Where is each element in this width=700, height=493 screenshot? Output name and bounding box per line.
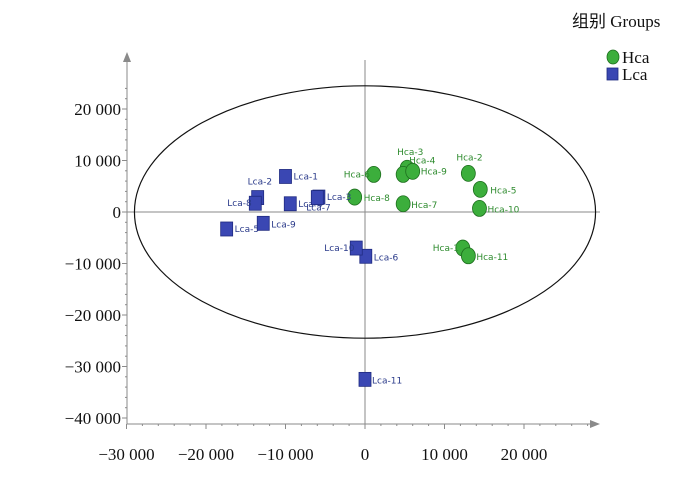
legend-label-hca: Hca <box>622 48 650 67</box>
y-tick-label: −40 000 <box>65 409 121 428</box>
point-hca-6 <box>366 166 382 183</box>
point-label-hca-6: Hca-6 <box>344 170 370 180</box>
x-tick-label: 10 000 <box>421 445 468 464</box>
point-label-lca-4: Lca-4 <box>298 200 323 210</box>
point-label-hca-7: Hca-7 <box>411 201 437 211</box>
point-label-lca-5: Lca-5 <box>235 225 259 235</box>
legend-label-lca: Lca <box>622 65 648 84</box>
x-tick-label: −30 000 <box>98 445 154 464</box>
point-lca-11 <box>358 371 372 387</box>
legend-marker-hca <box>606 49 620 65</box>
confidence-ellipse <box>133 85 597 339</box>
point-label-hca-10: Hca-10 <box>487 205 519 215</box>
point-lca-4 <box>283 196 297 212</box>
x-axis-arrow <box>590 420 600 428</box>
x-tick-label: 20 000 <box>501 445 548 464</box>
point-lca-10 <box>349 240 363 256</box>
point-hca-7 <box>395 195 411 213</box>
y-tick-label: 20 000 <box>74 100 121 119</box>
point-lca-6 <box>359 248 373 264</box>
y-tick-label: 10 000 <box>74 152 121 171</box>
legend-title: 组别 Groups <box>572 12 660 31</box>
x-tick-label: −10 000 <box>257 445 313 464</box>
axes: 20 000 10 000 0 −10 000 −20 000 −30 000 −40 00… <box>65 52 600 464</box>
point-lca-9 <box>256 215 270 231</box>
point-label-lca-2: Lca-2 <box>248 178 272 188</box>
confidence-ellipse-layer <box>133 85 597 339</box>
point-hca-10 <box>472 199 487 217</box>
point-label-lca-3: Lca-3 <box>327 193 351 203</box>
x-tick-label: 0 <box>361 445 370 464</box>
point-lca-5 <box>220 221 234 237</box>
point-label-lca-7: Lca-7 <box>306 204 330 214</box>
point-label-lca-8: Lca-8 <box>227 199 252 209</box>
point-hca-8 <box>347 188 363 206</box>
point-label-lca-6: Lca-6 <box>374 253 399 263</box>
point-label-hca-9: Hca-9 <box>421 167 447 177</box>
x-tick-label: −20 000 <box>178 445 234 464</box>
point-label-hca-3: Hca-3 <box>397 148 423 158</box>
point-label-hca-4: Hca-4 <box>409 156 435 166</box>
legend-marker-lca <box>606 67 619 81</box>
point-label-lca-11: Lca-11 <box>372 376 402 386</box>
point-label-hca-1: Hca-1 <box>433 244 459 254</box>
y-tick-label: −10 000 <box>65 255 121 274</box>
y-tick-label: −20 000 <box>65 306 121 325</box>
point-label-hca-2: Hca-2 <box>456 153 482 163</box>
point-hca-9 <box>405 162 421 180</box>
y-tick-label: 0 <box>113 203 122 222</box>
point-label-lca-10: Lca-10 <box>324 244 354 254</box>
point-hca-5 <box>472 180 488 198</box>
point-label-hca-8: Hca-8 <box>364 194 390 204</box>
point-hca-11 <box>460 247 476 265</box>
point-label-lca-1: Lca-1 <box>294 172 318 182</box>
point-hca-2 <box>460 164 476 182</box>
point-label-hca-5: Hca-5 <box>490 186 516 196</box>
point-label-hca-11: Hca-11 <box>476 253 508 263</box>
point-label-lca-9: Lca-9 <box>271 220 296 230</box>
point-lca-8 <box>248 195 262 211</box>
point-lca-1 <box>279 169 292 184</box>
point-lca-7 <box>310 190 324 205</box>
y-tick-label: −30 000 <box>65 358 121 377</box>
y-axis-arrow <box>123 52 131 62</box>
